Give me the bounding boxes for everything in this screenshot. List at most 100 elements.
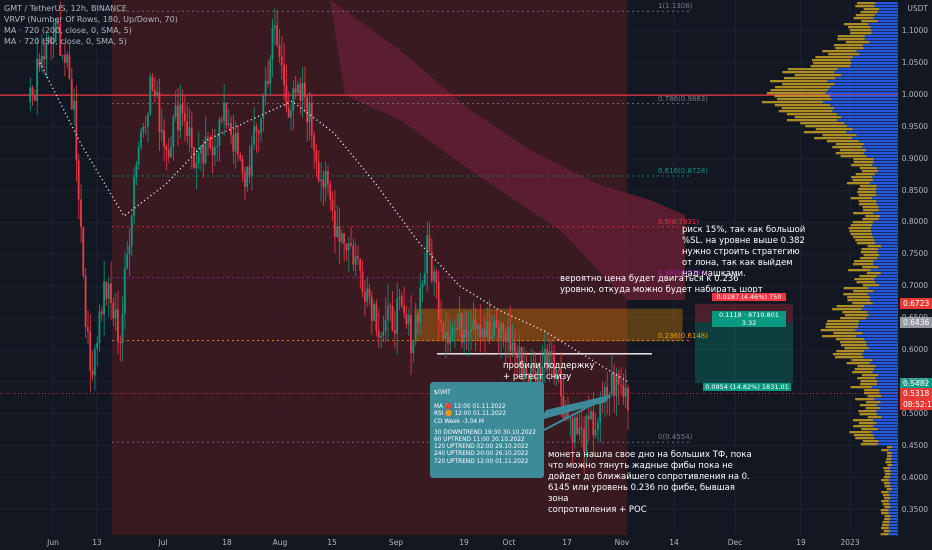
price-tag: 0.5318: [900, 388, 932, 399]
candle-body: [387, 305, 389, 320]
x-tick-label: 15: [327, 538, 337, 547]
volume-bar: [860, 380, 878, 383]
legend-vrvp[interactable]: VRVP (Number Of Rows, 180, Up/Down, 70): [4, 15, 178, 24]
candle-body: [560, 370, 562, 397]
volume-bar: [850, 224, 873, 227]
volume-bar: [835, 356, 864, 359]
candle-body: [463, 329, 465, 343]
position-target-label[interactable]: 0.1118 · 8710.801 3.32: [712, 311, 786, 327]
candle-body: [493, 320, 495, 336]
annotation-bottom[interactable]: монета нашла свое дно на больших ТФ, пок…: [548, 450, 752, 515]
volume-bar: [877, 383, 898, 386]
volume-bar: [877, 380, 898, 383]
candle-body: [225, 102, 228, 126]
y-tick-label: 0.9500: [901, 121, 928, 131]
candle-body: [624, 387, 627, 397]
volume-bar: [837, 68, 898, 71]
volume-bar: [882, 521, 890, 524]
annotation-broke[interactable]: пробили поддержку + ретест снизу: [503, 361, 595, 382]
legend-symbol[interactable]: GMT / TetherUS, 12h, BINANCE: [4, 4, 127, 13]
x-tick-label: Aug: [272, 538, 288, 547]
annotation-likely[interactable]: вероятно цена будет двигаться к 0.236 ур…: [560, 274, 763, 295]
volume-bar: [882, 494, 890, 497]
volume-bar: [852, 263, 874, 266]
x-tick-label: 17: [562, 538, 572, 547]
candle-body: [40, 55, 43, 68]
x-tick-label: 13: [92, 538, 102, 547]
position-stop-label[interactable]: 0.0287 (4.46%) 750: [712, 293, 786, 301]
candle-body: [207, 136, 209, 138]
x-tick-label: Jun: [47, 538, 59, 547]
candle-body: [283, 65, 285, 86]
volume-bar: [870, 227, 898, 230]
candle-body: [130, 216, 133, 246]
candle-body: [117, 309, 119, 342]
volume-bar: [881, 449, 889, 452]
legend-ma200[interactable]: MA · 720 (200, close, 0, SMA, 5): [4, 26, 132, 35]
volume-bar: [865, 407, 881, 410]
candle-body: [232, 134, 235, 152]
candle-body: [91, 370, 94, 376]
volume-bar: [867, 311, 898, 314]
candle-body: [257, 131, 260, 134]
candle-body: [200, 146, 202, 154]
volume-bar: [873, 263, 898, 266]
candle-body: [479, 324, 482, 338]
position-profit-label[interactable]: 0.0954 (14.82%) 1831.01: [703, 383, 791, 391]
candle-body: [264, 81, 267, 96]
candle-body: [234, 132, 237, 152]
volume-bar: [863, 8, 880, 11]
candle-body: [592, 411, 595, 436]
candle-body: [481, 329, 484, 338]
volume-bar: [859, 320, 898, 323]
candle-body: [160, 130, 163, 133]
candle-body: [126, 254, 129, 269]
volume-bar: [843, 287, 869, 290]
volume-bar: [841, 74, 898, 77]
candle-body: [474, 319, 477, 330]
indicator-textbox[interactable]: $GMT MA 🔴 12:00 01.11.2022 RSI 🟠 12:00 0…: [430, 382, 544, 478]
volume-bar: [880, 272, 898, 275]
fib-label: 1(1.1308): [658, 2, 693, 11]
annotation-risk[interactable]: риск 15%, так как большой %SL. на уровне…: [682, 225, 806, 279]
volume-bar: [774, 104, 831, 107]
candle-body: [250, 144, 253, 176]
volume-bar: [834, 83, 898, 86]
volume-bar: [881, 416, 898, 419]
volume-bar: [832, 308, 862, 311]
candle-body: [294, 88, 297, 93]
y-tick-label: 1.0500: [901, 57, 928, 67]
legend-ma50[interactable]: MA · 720 (50, close, 0, SMA, 5): [4, 37, 127, 46]
volume-bar: [887, 455, 892, 458]
candle-body: [100, 311, 103, 315]
volume-bar: [866, 341, 898, 344]
candle-body: [384, 319, 387, 332]
volume-bar: [810, 65, 850, 68]
textbox-row: 120 UPTREND 02:00 29.10.2022: [434, 444, 529, 451]
textbox-pointer-tail: [540, 395, 610, 420]
candle-body: [255, 126, 258, 132]
volume-bar: [761, 101, 824, 104]
volume-bar: [867, 416, 882, 419]
volume-bar: [866, 272, 881, 275]
candle-body: [308, 102, 311, 123]
volume-bar: [858, 323, 898, 326]
volume-bar: [876, 422, 898, 425]
volume-bar: [861, 248, 878, 251]
volume-bar: [774, 95, 831, 98]
volume-bar: [847, 125, 898, 128]
candle-body: [246, 166, 249, 187]
candle-body: [497, 327, 500, 339]
candle-body: [31, 87, 34, 95]
candle-body: [158, 92, 161, 133]
candle-body: [54, 21, 57, 43]
candle-body: [38, 58, 41, 68]
volume-bar: [876, 410, 898, 413]
candle-body: [197, 153, 200, 163]
candle-body: [82, 227, 85, 276]
candle-body: [410, 315, 412, 354]
candle-body: [343, 233, 345, 244]
candle-body: [407, 315, 410, 325]
volume-bar: [872, 197, 898, 200]
volume-bar: [877, 428, 898, 431]
